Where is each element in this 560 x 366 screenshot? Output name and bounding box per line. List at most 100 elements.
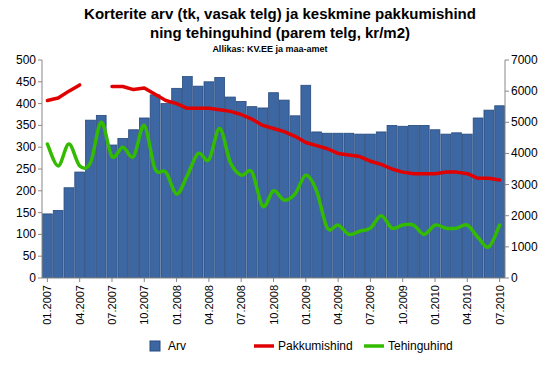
bar (398, 126, 408, 278)
tick-label: 07.2007 (106, 285, 118, 325)
legend-swatch (150, 341, 160, 351)
legend-label: Tehinguhind (388, 339, 453, 353)
tick (505, 184, 509, 185)
title: Korterite arv (tk, vasak telg) ja keskmi… (84, 5, 476, 22)
tick (402, 278, 403, 282)
tick-label: 7000 (511, 53, 538, 67)
bar (161, 104, 171, 278)
tick-label: 04.2008 (203, 285, 215, 325)
tick (47, 278, 48, 282)
bar (215, 77, 225, 278)
tick-label: 10.2008 (268, 285, 280, 325)
bar (226, 97, 236, 278)
tick-label: 04.2010 (461, 285, 473, 325)
tick (79, 278, 80, 282)
bar (118, 138, 128, 278)
bar (193, 86, 203, 278)
tick (38, 103, 42, 104)
y2-axis (505, 60, 506, 278)
bar (96, 115, 106, 278)
line (47, 122, 499, 247)
tick (38, 147, 42, 148)
bar (430, 130, 440, 278)
tick-label: 4000 (511, 146, 538, 160)
bar (236, 101, 246, 278)
tick-label: 100 (16, 227, 36, 241)
bar (204, 82, 214, 278)
line (47, 85, 79, 101)
tick (370, 278, 371, 282)
bar (495, 106, 505, 278)
tick (505, 122, 509, 123)
bar (279, 100, 289, 278)
subtitle: ning tehinguhind (parem telg, kr/m2) (150, 24, 410, 41)
tick (38, 234, 42, 235)
bar (484, 110, 494, 278)
legend: Arv Pakkumishind Tehinguhind (150, 339, 453, 353)
tick-label: 07.2009 (364, 285, 376, 325)
bar (107, 145, 117, 278)
tick (241, 278, 242, 282)
bar (269, 93, 279, 278)
tick-label: 2000 (511, 209, 538, 223)
tick-label: 04.2009 (332, 285, 344, 325)
tick (38, 60, 42, 61)
tick-label: 150 (16, 206, 36, 220)
tick (208, 278, 209, 282)
tick (499, 278, 500, 282)
bar (452, 133, 462, 278)
tick (505, 215, 509, 216)
tick (38, 212, 42, 213)
bar (247, 107, 257, 278)
bar (75, 172, 85, 278)
bar (366, 134, 376, 278)
tick (38, 256, 42, 257)
tick-label: 50 (23, 249, 37, 263)
legend-label: Arv (168, 339, 186, 353)
tick (176, 278, 177, 282)
bar (419, 125, 429, 278)
tick-label: 01.2010 (429, 285, 441, 325)
tick-label: 3000 (511, 178, 538, 192)
tick-label: 200 (16, 184, 36, 198)
tick (38, 125, 42, 126)
tick (435, 278, 436, 282)
chart: Korterite arv (tk, vasak telg) ja keskmi… (0, 0, 560, 366)
tick-label: 300 (16, 140, 36, 154)
bar (322, 133, 332, 278)
bar (376, 132, 386, 278)
tick (38, 278, 42, 279)
tick (505, 246, 509, 247)
legend-swatch (364, 344, 384, 348)
tick-label: 5000 (511, 115, 538, 129)
bar (441, 134, 451, 278)
bar (462, 134, 472, 278)
bar (172, 88, 182, 278)
tick-label: 450 (16, 75, 36, 89)
tick (467, 278, 468, 282)
tick (144, 278, 145, 282)
tick (38, 169, 42, 170)
tick-label: 6000 (511, 84, 538, 98)
tick-label: 500 (16, 53, 36, 67)
tick (38, 190, 42, 191)
bar (473, 118, 483, 278)
tick (111, 278, 112, 282)
tick (38, 81, 42, 82)
tick (505, 153, 509, 154)
bar (53, 210, 63, 278)
tick-label: 0 (29, 271, 36, 285)
tick-label: 350 (16, 118, 36, 132)
tick-label: 07.2010 (494, 285, 506, 325)
tick-label: 07.2008 (235, 285, 247, 325)
tick (505, 91, 509, 92)
line (112, 86, 500, 179)
bar (43, 214, 53, 278)
bar (387, 125, 397, 278)
legend-swatch (254, 344, 274, 348)
tick-label: 01.2008 (171, 285, 183, 325)
legend-label: Pakkumishind (278, 339, 353, 353)
tick-label: 01.2007 (41, 285, 53, 325)
bar (409, 125, 419, 278)
tick-label: 400 (16, 97, 36, 111)
